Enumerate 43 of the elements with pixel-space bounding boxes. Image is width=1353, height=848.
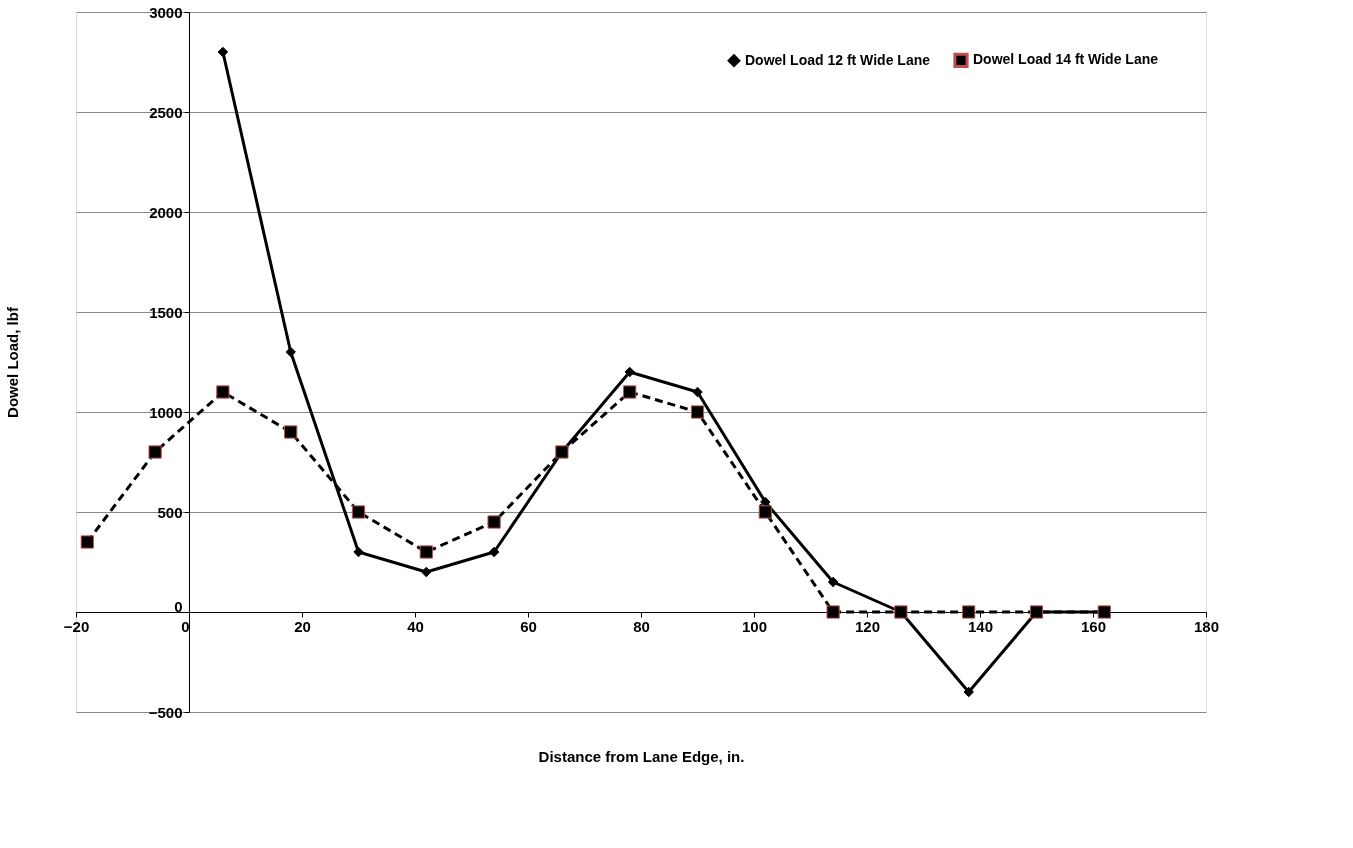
x-tick-label: 60 (520, 617, 537, 635)
point (487, 515, 501, 529)
point (353, 546, 364, 558)
x-axis-title: Distance from Lane Edge, in. (538, 747, 745, 765)
point (624, 366, 635, 378)
point (421, 566, 432, 578)
point (963, 686, 974, 698)
point (692, 386, 703, 398)
point (826, 605, 840, 619)
point (419, 545, 433, 559)
x-tick-label: 120 (854, 617, 881, 635)
legend-label: Dowel Load 14 ft Wide Lane (973, 51, 1159, 68)
point (80, 535, 94, 549)
x-tick-label: 180 (1193, 617, 1220, 635)
point (148, 445, 162, 459)
point (217, 46, 229, 58)
y-tick-label: 1000 (149, 403, 183, 421)
point (758, 505, 772, 519)
point (690, 405, 705, 419)
legend-label: Dowel Load 12 ft Wide Lane (745, 51, 931, 68)
y-tick-label: 2500 (149, 103, 183, 121)
point (623, 385, 637, 399)
y-tick-label: 3000 (149, 3, 183, 21)
x-tick-label: −20 (63, 617, 90, 635)
x-tick-label: 140 (967, 617, 994, 635)
point (284, 425, 298, 439)
y-axis-title: Dowel Load, lbf (3, 306, 21, 418)
y-tick-label: −500 (148, 703, 183, 721)
x-tick-label: 160 (1080, 617, 1107, 635)
point (962, 605, 976, 619)
y-tick-label: 2000 (149, 203, 183, 221)
x-tick-label: 100 (741, 617, 768, 635)
x-tick-label: 40 (407, 617, 424, 635)
point (216, 385, 230, 399)
point (351, 505, 366, 519)
y-tick-label: 0 (174, 597, 183, 615)
point (285, 346, 296, 358)
x-tick-label: 80 (633, 617, 650, 635)
point (488, 546, 500, 558)
y-tick-label: 1500 (149, 303, 183, 321)
y-tick-label: 500 (157, 503, 183, 521)
x-tick-label: 20 (294, 617, 311, 635)
point (827, 576, 839, 588)
